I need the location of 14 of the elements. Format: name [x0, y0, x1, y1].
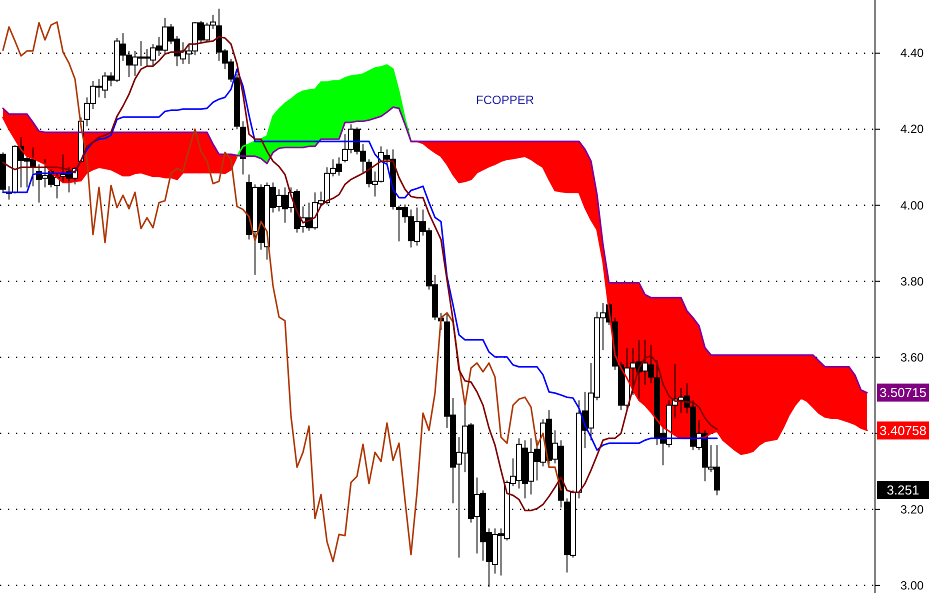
text: 3.40758 [880, 422, 926, 438]
line-series [2, 68, 718, 451]
y-tick-label: 4.40 [900, 46, 924, 60]
text: 3.251 [886, 482, 920, 498]
y-tick-label: 3.60 [900, 350, 924, 364]
y-tick-label: 4.00 [900, 198, 924, 212]
text: 3.50715 [880, 385, 926, 400]
line-series [2, 21, 562, 562]
line-series [2, 106, 868, 394]
y-tick-label: 3.80 [900, 274, 924, 288]
y-tick-label: 3.00 [900, 578, 924, 592]
text: FCOPPER [476, 93, 534, 107]
y-tick-label: 3.20 [900, 502, 924, 516]
y-tick-label: 4.20 [900, 122, 924, 136]
